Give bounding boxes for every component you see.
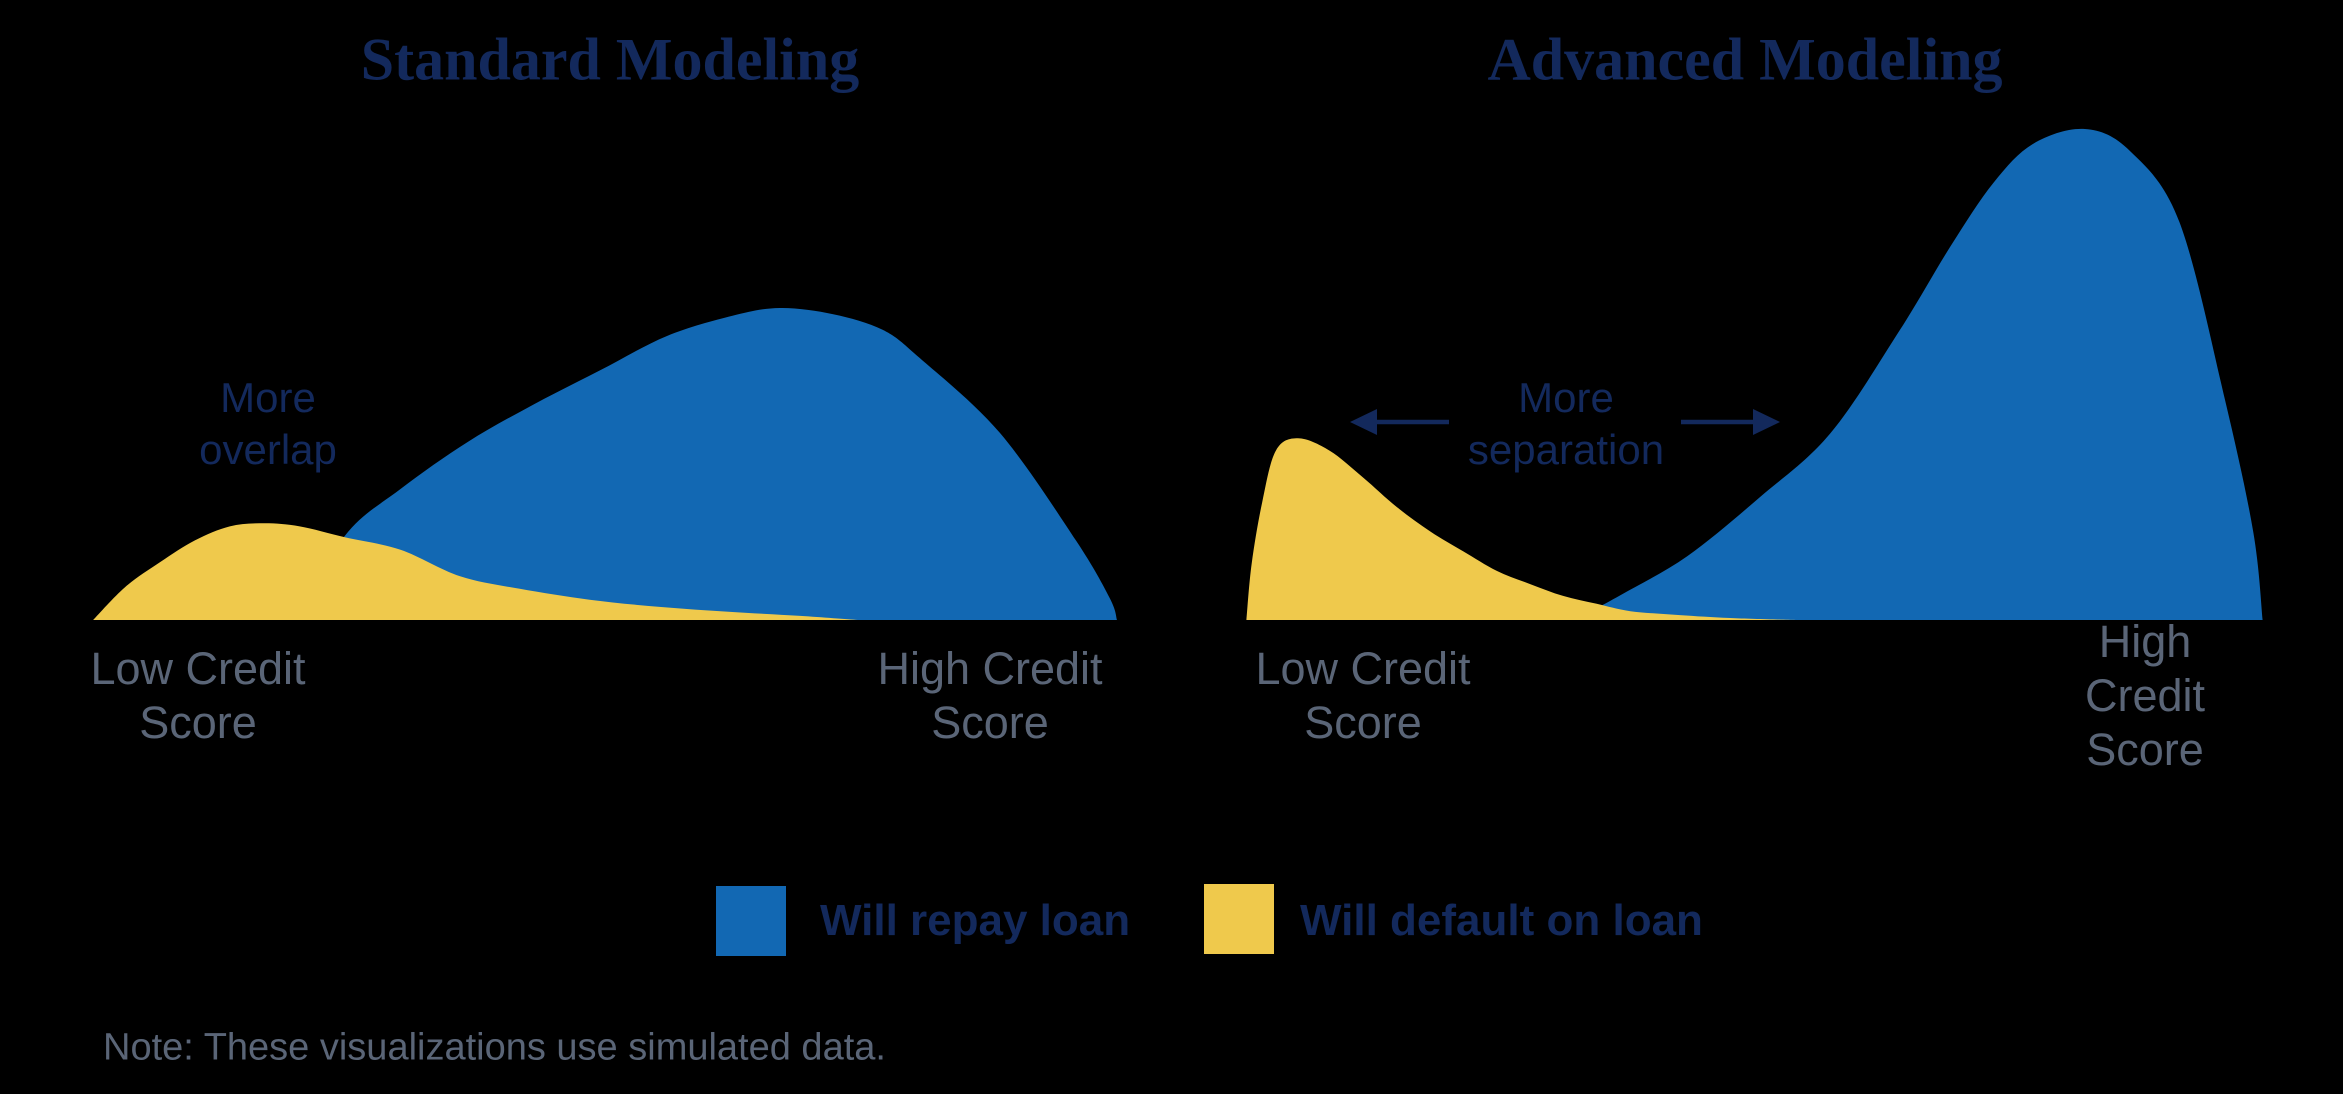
advanced-high-credit-score-label: High Credit Score xyxy=(2084,616,2206,775)
default-legend-label: Will default on loan xyxy=(1300,896,1703,945)
separation-annotation: More separation xyxy=(1467,374,1665,473)
default-legend-swatch xyxy=(1204,884,1274,954)
advanced-repay-density-area xyxy=(1574,128,2263,620)
standard-chart xyxy=(93,307,1117,620)
simulated-data-note: Note: These visualizations use simulated… xyxy=(103,1026,886,1069)
standard-low-credit-score-label: Low Credit Score xyxy=(90,643,306,748)
advanced-chart-title: Advanced Modeling xyxy=(1487,26,2003,93)
separation-arrow-left-head-icon xyxy=(1350,409,1377,435)
standard-chart-title: Standard Modeling xyxy=(360,26,860,93)
standard-repay-density-area xyxy=(299,307,1117,620)
overlap-annotation: More overlap xyxy=(199,374,337,473)
separation-arrow-right-head-icon xyxy=(1753,409,1780,435)
standard-default-density-area xyxy=(93,523,858,620)
advanced-default-density-area xyxy=(1246,438,1796,620)
advanced-chart xyxy=(1246,128,2263,620)
repay-legend-label: Will repay loan xyxy=(820,896,1131,945)
advanced-low-credit-score-label: Low Credit Score xyxy=(1255,643,1471,748)
standard-high-credit-score-label: High Credit Score xyxy=(877,643,1103,748)
separation-arrows xyxy=(1350,409,1780,435)
repay-legend-swatch xyxy=(716,886,786,956)
